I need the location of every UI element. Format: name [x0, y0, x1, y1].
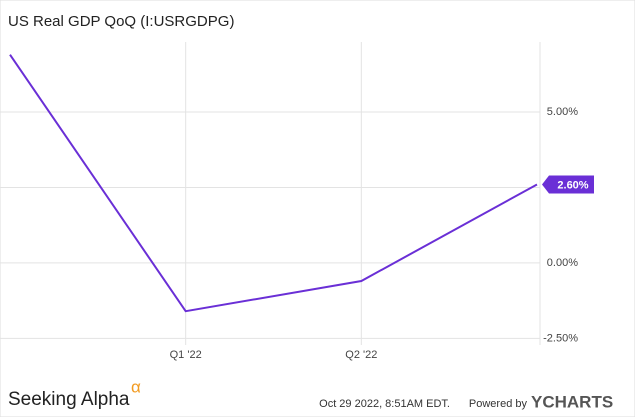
y-tick-label: 0.00%	[547, 257, 578, 269]
provider: YCHARTS	[531, 392, 613, 411]
timestamp: Oct 29 2022, 8:51AM EDT.	[319, 398, 450, 410]
value-label: 2.60%	[557, 179, 588, 191]
x-tick-label: Q1 '22	[170, 349, 202, 361]
y-tick-label: -2.50%	[543, 332, 578, 344]
value-badge	[542, 175, 594, 194]
x-tick-label: Q2 '22	[345, 349, 377, 361]
powered-by: Powered by	[469, 398, 528, 410]
chart-title: US Real GDP QoQ (I:USRGDPG)	[8, 13, 234, 30]
y-tick-label: 5.00%	[547, 106, 578, 118]
brand-mark: α	[131, 377, 141, 396]
line	[9, 54, 538, 313]
brand: Seeking Alpha	[8, 389, 130, 410]
